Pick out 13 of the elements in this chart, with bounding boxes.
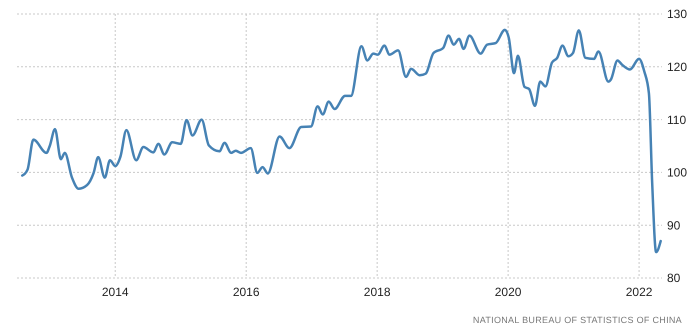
y-tick-label: 120 [667, 60, 688, 74]
x-tick-label: 2020 [494, 285, 522, 299]
y-tick-label: 80 [667, 271, 681, 286]
x-tick-label: 2022 [626, 285, 653, 299]
y-tick-label: 90 [667, 218, 681, 232]
line-series [20, 28, 662, 254]
y-tick-label: 130 [667, 7, 688, 22]
y-tick-label: 100 [667, 166, 688, 180]
x-tick-label: 2016 [232, 285, 260, 299]
text: NATIONAL BUREAU OF STATISTICS OF CHINA [472, 315, 682, 325]
x-tick-label: 2018 [364, 285, 391, 299]
x-tick-label: 2014 [102, 285, 129, 299]
y-tick-label: 110 [667, 112, 686, 127]
